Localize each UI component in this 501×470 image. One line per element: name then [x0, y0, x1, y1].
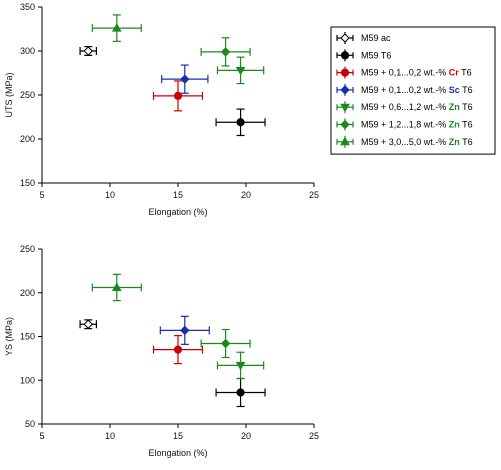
legend-label-part: M59 + 0,1...0,2 wt.-%: [361, 68, 449, 78]
data-series: [79, 45, 98, 57]
legend-marker: [340, 85, 350, 95]
data-point: [173, 91, 183, 100]
y-axis-title: YS (MPa): [4, 317, 14, 356]
x-tick-label: 25: [309, 190, 319, 200]
data-point: [83, 319, 93, 329]
legend-label-part: M59 + 3,0...5,0 wt.-%: [361, 137, 449, 147]
x-tick-label: 15: [173, 190, 183, 200]
data-point: [83, 46, 93, 56]
data-point: [111, 23, 122, 32]
data-point: [180, 325, 190, 336]
legend-marker: [340, 68, 350, 77]
legend-label-part: T6: [460, 85, 473, 95]
legend-label-part: M59 + 1,2...1,8 wt.-%: [361, 120, 449, 130]
data-point: [236, 388, 245, 397]
y-tick-label: 100: [20, 375, 35, 385]
y-tick-label: 200: [20, 134, 35, 144]
data-point: [220, 47, 231, 57]
legend-box: [330, 26, 496, 155]
data-point: [111, 282, 122, 291]
y-tick-label: 200: [20, 288, 35, 298]
data-series: [159, 315, 210, 345]
legend-label-part: Zn: [449, 120, 460, 130]
legend-marker: [340, 119, 350, 130]
data-series: [152, 335, 204, 365]
data-series: [215, 377, 266, 408]
data-series: [91, 273, 142, 302]
data-series: [215, 108, 266, 137]
legend-marker: [340, 136, 350, 146]
y-tick-label: 150: [20, 178, 35, 188]
data-series: [216, 56, 265, 85]
legend-marker: [340, 103, 350, 113]
y-tick-label: 300: [20, 46, 35, 56]
x-tick-label: 10: [105, 190, 115, 200]
y-axis-title: UTS (MPa): [4, 72, 14, 117]
data-point: [180, 74, 190, 84]
legend-label: M59 + 1,2...1,8 wt.-% Zn T6: [361, 120, 473, 130]
data-series: [91, 14, 142, 42]
legend-label: M59 + 0,6...1,2 wt.-% Zn T6: [361, 102, 473, 112]
top-chart-uts: 5 10 15 20 25 150 200 250 300 350 Elongation (%) UT…: [4, 2, 319, 217]
legend-label-part: M59 + 0,1...0,2 wt.-%: [361, 85, 449, 95]
legend-label-part: T6: [460, 137, 473, 147]
legend-label: M59 + 0,1...0,2 wt.-% Cr T6: [361, 68, 472, 78]
legend-label-part: M59 ac: [361, 33, 391, 43]
y-tick-label: 250: [20, 90, 35, 100]
legend-label-part: T6: [459, 68, 472, 78]
legend-label: M59 + 0,1...0,2 wt.-% Sc T6: [361, 85, 473, 95]
y-tick-label: 50: [25, 419, 35, 429]
y-tick-label: 150: [20, 332, 35, 342]
legend-marker: [340, 51, 350, 60]
x-tick-label: 10: [105, 431, 115, 441]
data-series: [200, 328, 251, 359]
legend-label-part: Sc: [449, 85, 460, 95]
data-point: [220, 338, 231, 349]
x-tick-label: 5: [39, 431, 44, 441]
x-tick-label: 20: [241, 431, 251, 441]
x-axis-title: Elongation (%): [148, 448, 207, 458]
bottom-chart-ys: 5 10 15 20 25 50 100 150 200 250 Elongation (%) YS …: [4, 244, 319, 458]
legend-label: M59 + 3,0...5,0 wt.-% Zn T6: [361, 137, 473, 147]
y-tick-label: 250: [20, 244, 35, 254]
legend-marker: [340, 33, 350, 43]
legend-label-part: M59 + 0,6...1,2 wt.-%: [361, 102, 449, 112]
legend-label-part: T6: [460, 120, 473, 130]
legend-label: M59 T6: [361, 50, 391, 60]
data-point: [236, 118, 245, 127]
legend-label-part: Zn: [449, 137, 460, 147]
data-series: [216, 351, 265, 380]
y-tick-label: 350: [20, 2, 35, 12]
legend-label-part: T6: [460, 102, 473, 112]
x-axis-title: Elongation (%): [148, 207, 207, 217]
legend-label: M59 ac: [361, 33, 391, 43]
data-series: [152, 80, 204, 112]
x-tick-label: 5: [39, 190, 44, 200]
legend-label-part: Zn: [449, 102, 460, 112]
data-series: [200, 37, 251, 67]
data-point: [235, 66, 246, 76]
data-point: [173, 345, 183, 354]
data-series: [161, 64, 209, 94]
x-tick-label: 20: [241, 190, 251, 200]
legend-label-part: Cr: [449, 68, 459, 78]
x-tick-label: 15: [173, 431, 183, 441]
data-point: [235, 361, 246, 371]
legend-label-part: M59 T6: [361, 50, 391, 60]
data-series: [79, 319, 98, 330]
x-tick-label: 25: [309, 431, 319, 441]
